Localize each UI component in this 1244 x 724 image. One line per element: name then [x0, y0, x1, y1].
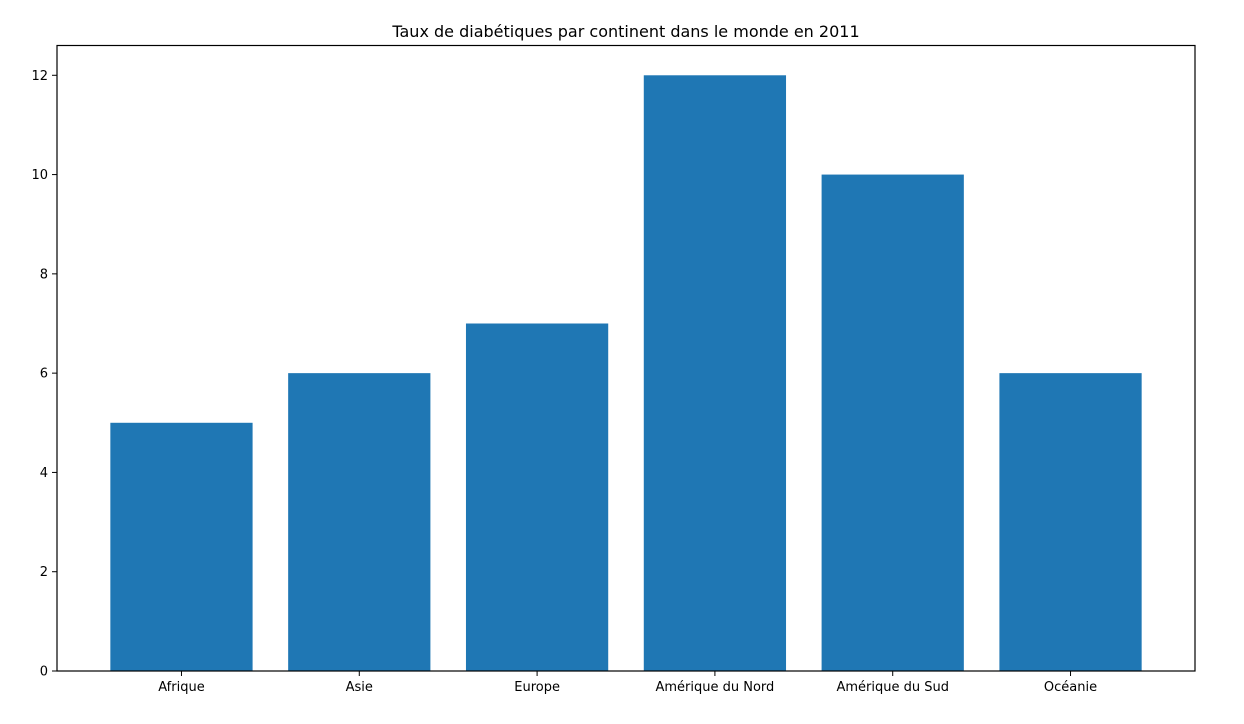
y-tick-label: 12 — [31, 69, 48, 84]
y-axis: 0 2 4 6 8 10 12 — [31, 69, 57, 680]
bar-europe — [465, 323, 609, 671]
y-tick-label: 0 — [40, 665, 48, 680]
bar-oceanie — [999, 373, 1142, 671]
y-tick-label: 10 — [31, 168, 48, 183]
y-tick-label: 8 — [40, 267, 48, 282]
x-axis: Afrique Asie Europe Amérique du Nord Amériqu… — [158, 671, 1097, 695]
y-tick-label: 4 — [40, 466, 48, 481]
chart-title: Taux de diabétiques par continent dans l… — [391, 22, 859, 41]
x-tick-label: Amérique du Sud — [836, 680, 949, 695]
y-tick-label: 2 — [40, 565, 48, 580]
y-tick-label: 6 — [40, 367, 48, 382]
x-tick-label: Asie — [346, 680, 373, 695]
bar-amerique-du-nord — [643, 75, 787, 672]
plot-frame — [56, 44, 1196, 672]
x-tick-label: Europe — [514, 680, 560, 695]
bars-group — [110, 75, 1142, 672]
bar-amerique-du-sud — [821, 174, 964, 672]
bar-afrique — [110, 422, 253, 671]
x-tick-label: Amérique du Nord — [656, 680, 775, 695]
x-tick-label: Afrique — [158, 680, 204, 695]
x-tick-label: Océanie — [1044, 680, 1097, 695]
bar-asie — [288, 373, 431, 671]
